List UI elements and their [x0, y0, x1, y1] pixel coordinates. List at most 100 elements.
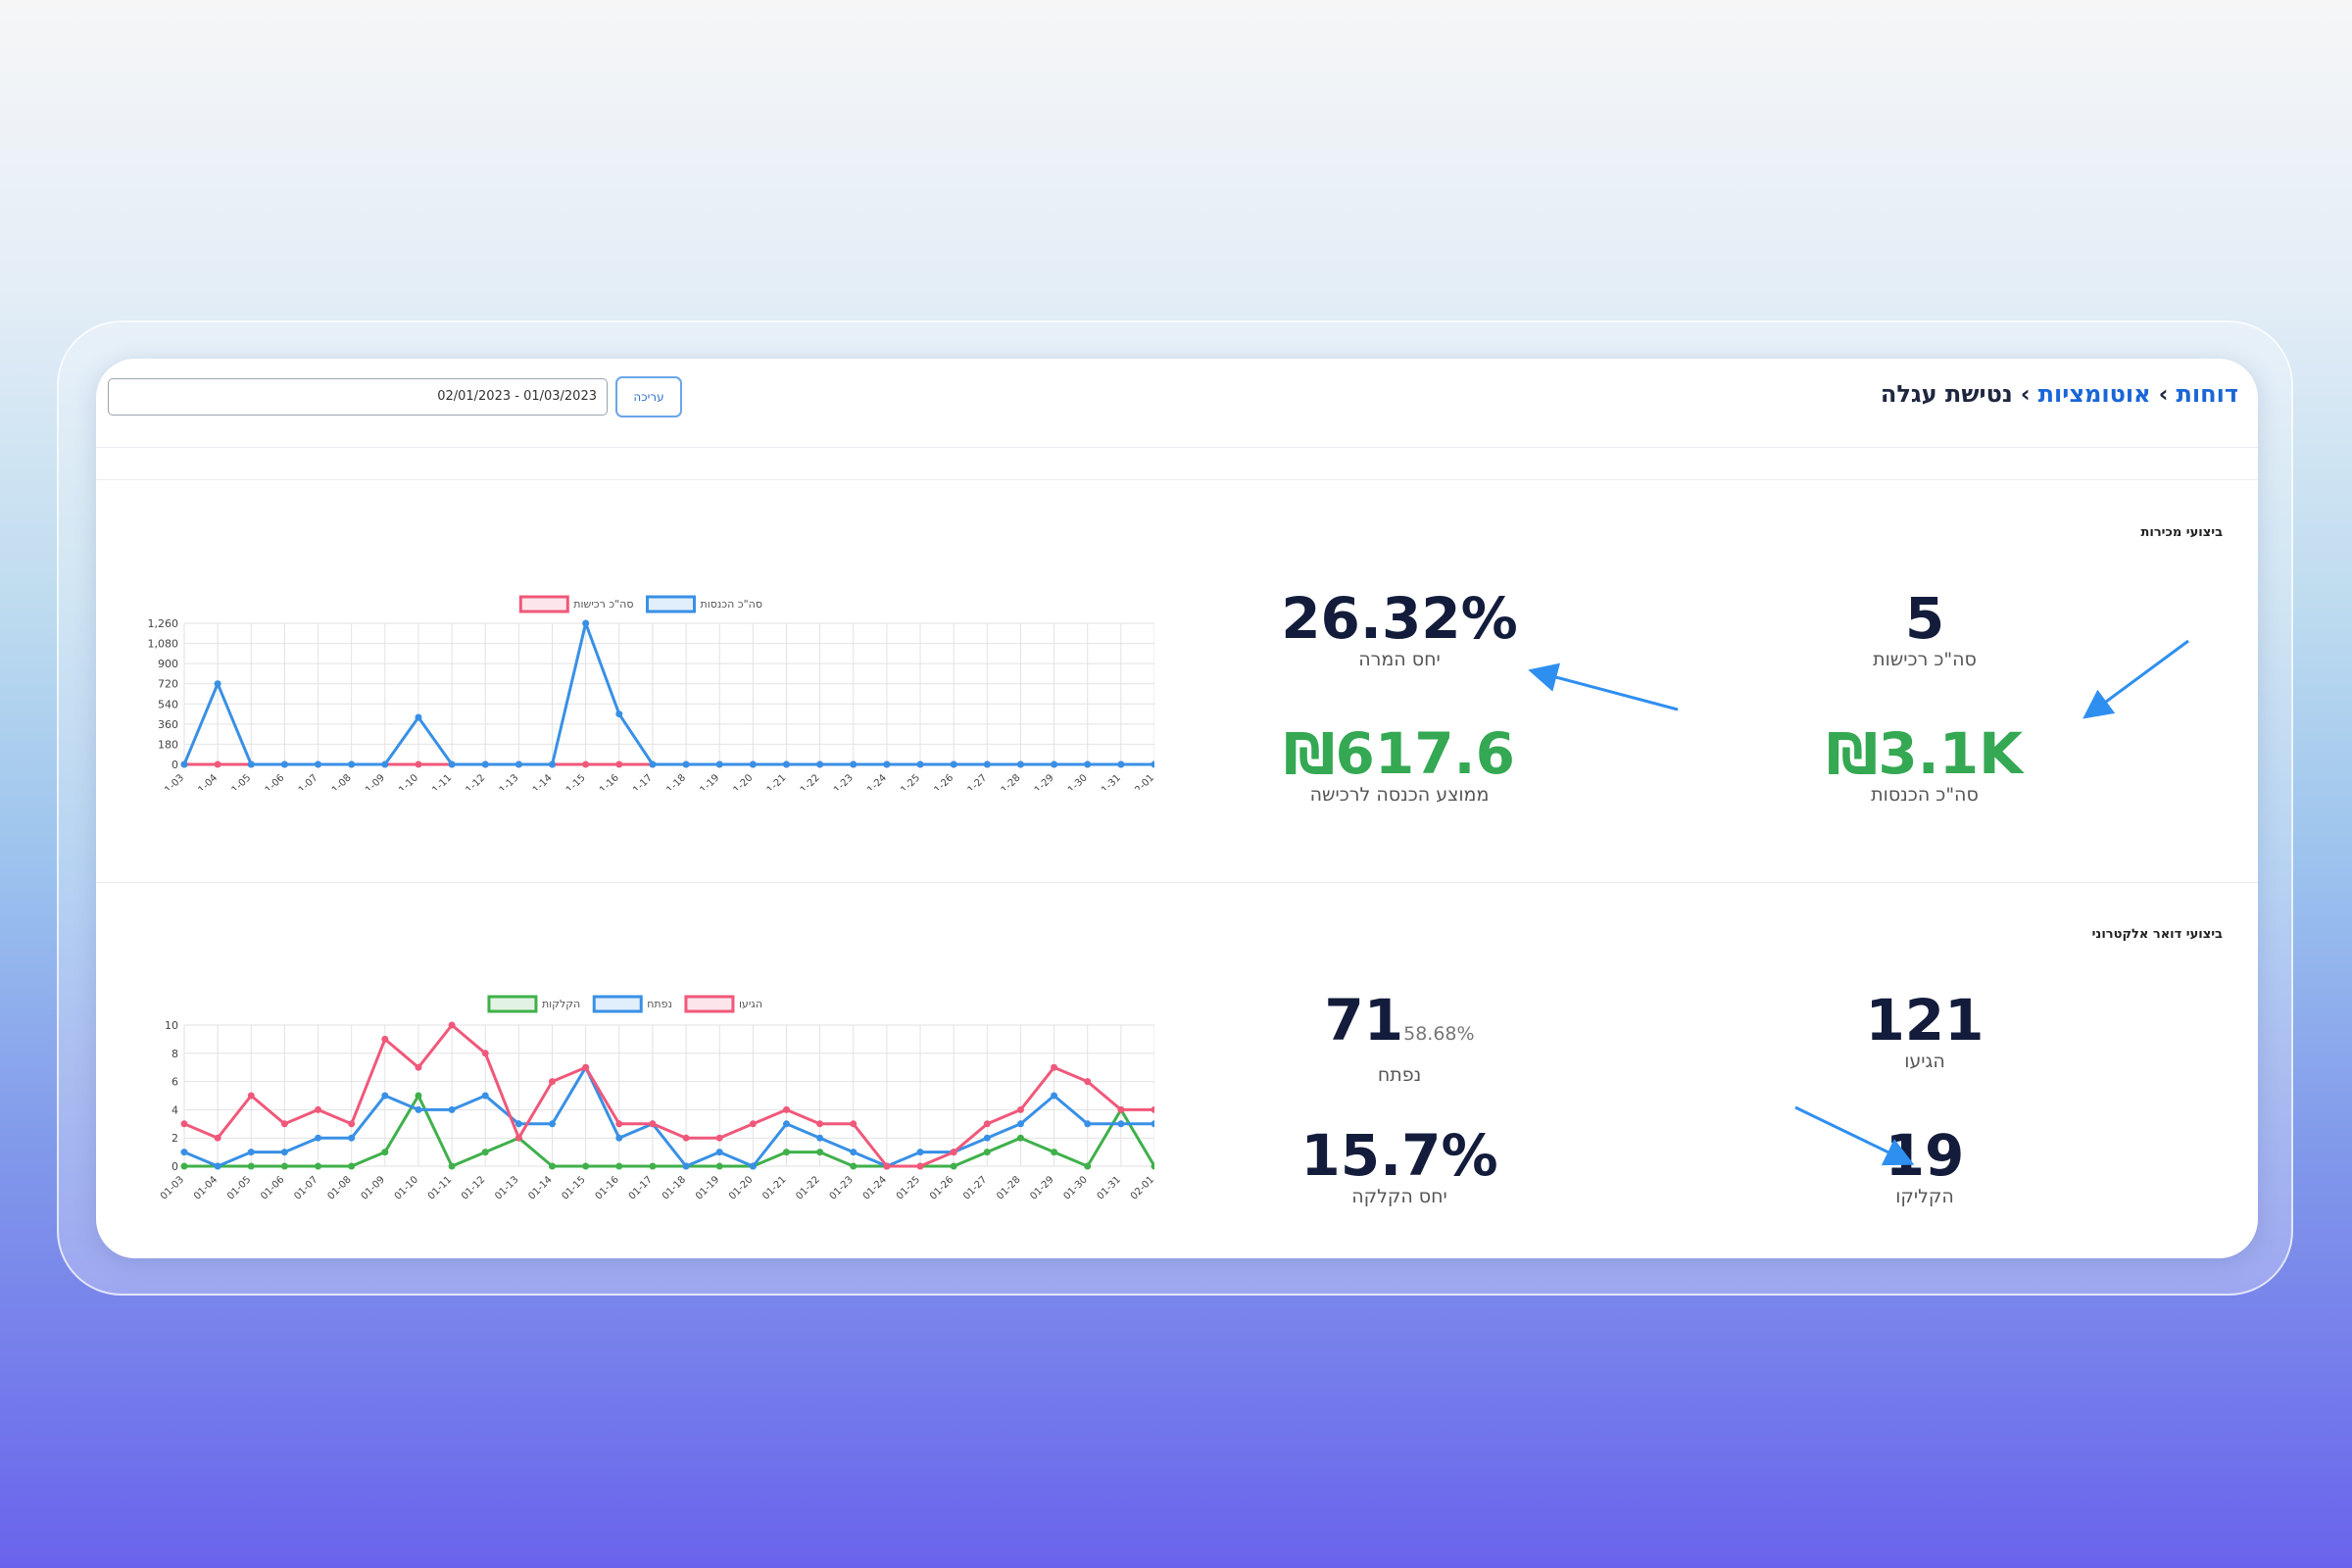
data-point [381, 760, 389, 768]
data-point [280, 760, 288, 768]
divider [96, 479, 2258, 480]
data-point [1117, 1105, 1125, 1113]
data-point [448, 1162, 456, 1170]
breadcrumb-separator: › [2158, 380, 2169, 408]
data-point [715, 1149, 723, 1156]
data-point [481, 760, 489, 768]
breadcrumb-separator: › [2020, 380, 2031, 408]
data-point [315, 760, 322, 768]
y-tick-label: 1,080 [148, 638, 179, 651]
arrived-value: 121 [1865, 987, 1984, 1054]
click-rate-label: יחס הקלקה [1351, 1186, 1447, 1207]
data-point [749, 760, 757, 768]
data-point [1151, 760, 1154, 768]
data-point [1016, 1105, 1024, 1113]
metric-total-purchases: 5 סה"כ רכישות [1778, 586, 2072, 670]
data-point [415, 1063, 422, 1071]
metric-arrived: 121 הגיעו [1778, 988, 2072, 1072]
data-point [348, 1134, 356, 1142]
email-section-title: ביצועי דואר אלקטרוני [2091, 927, 2223, 942]
y-tick-label: 4 [172, 1103, 178, 1116]
data-point [983, 1149, 991, 1156]
series-line [183, 1023, 1154, 1168]
data-point [615, 1120, 623, 1128]
avg-income-value: ₪617.6 [1284, 720, 1515, 787]
y-tick-label: 900 [158, 658, 178, 670]
y-tick-label: 720 [158, 678, 178, 691]
date-range-input[interactable]: 02/01/2023 - 01/03/2023 [108, 378, 608, 416]
breadcrumb-parent[interactable]: אוטומציות [2037, 380, 2151, 408]
y-tick-label: 10 [165, 1019, 178, 1032]
data-point [1117, 760, 1125, 768]
data-point [715, 1134, 723, 1142]
data-point [214, 1162, 221, 1170]
data-point [1151, 1105, 1154, 1113]
arrow-to-clicked [1794, 1105, 1915, 1166]
data-point [381, 1092, 389, 1100]
y-tick-label: 6 [172, 1076, 178, 1089]
legend-swatch [684, 995, 735, 1013]
conversion-label: יחס המרה [1358, 649, 1441, 670]
data-point [850, 1149, 858, 1156]
avg-income-label: ממוצע הכנסה לרכישה [1309, 784, 1490, 806]
opened-label: נפתח [1377, 1064, 1422, 1086]
data-point [315, 1162, 322, 1170]
divider [96, 447, 2258, 448]
data-point [415, 760, 422, 768]
click-rate-value: 15.7% [1300, 1122, 1498, 1189]
data-point [850, 1162, 858, 1170]
data-point [549, 760, 557, 768]
legend-swatch [646, 595, 697, 613]
data-point [1051, 760, 1058, 768]
data-point [214, 760, 221, 768]
data-point [682, 1162, 690, 1170]
data-point [1084, 760, 1092, 768]
data-point [1117, 1120, 1125, 1128]
data-point [448, 760, 456, 768]
data-point [950, 760, 957, 768]
data-point [1084, 1078, 1092, 1086]
series-line [183, 1065, 1154, 1168]
data-point [649, 1120, 657, 1128]
header-bar: דוחות›אוטומציות›נטישת עגלה 02/01/2023 - … [96, 359, 2258, 447]
opened-value: 71 [1324, 987, 1404, 1054]
legend-label: הגיעו [739, 998, 762, 1010]
data-point [649, 760, 657, 768]
data-point [415, 1092, 422, 1100]
data-point [649, 1162, 657, 1170]
data-point [1051, 1092, 1058, 1100]
metric-total-income: ₪3.1K סה"כ הכנסות [1778, 721, 2072, 806]
legend-label: הקלקות [542, 998, 580, 1010]
conversion-value: 26.32% [1281, 585, 1518, 652]
data-point [247, 1149, 255, 1156]
data-point [280, 1162, 288, 1170]
data-point [615, 710, 623, 718]
breadcrumb-root[interactable]: דוחות [2176, 380, 2238, 408]
data-point [1051, 1063, 1058, 1071]
data-point [1016, 1120, 1024, 1128]
legend-swatch [487, 995, 538, 1013]
data-point [850, 1120, 858, 1128]
edit-button[interactable]: עריכה [615, 376, 682, 417]
data-point [816, 1120, 824, 1128]
data-point [514, 1120, 522, 1128]
y-tick-label: 0 [172, 759, 178, 771]
y-tick-label: 540 [158, 698, 178, 710]
data-point [816, 1149, 824, 1156]
legend-swatch [592, 995, 643, 1013]
arrow-to-conversion [1528, 662, 1679, 711]
data-point [1084, 1120, 1092, 1128]
total-purchases-value: 5 [1904, 585, 1945, 652]
data-point [481, 1092, 489, 1100]
data-point [582, 760, 590, 768]
data-point [1051, 1149, 1058, 1156]
data-point [214, 680, 221, 688]
data-point [615, 1134, 623, 1142]
opened-value-row: 7158.68% [1252, 988, 1546, 1066]
data-point [782, 1149, 790, 1156]
data-point [782, 760, 790, 768]
data-point [950, 1162, 957, 1170]
arrow-to-total-income [2082, 639, 2189, 719]
data-point [749, 1120, 757, 1128]
